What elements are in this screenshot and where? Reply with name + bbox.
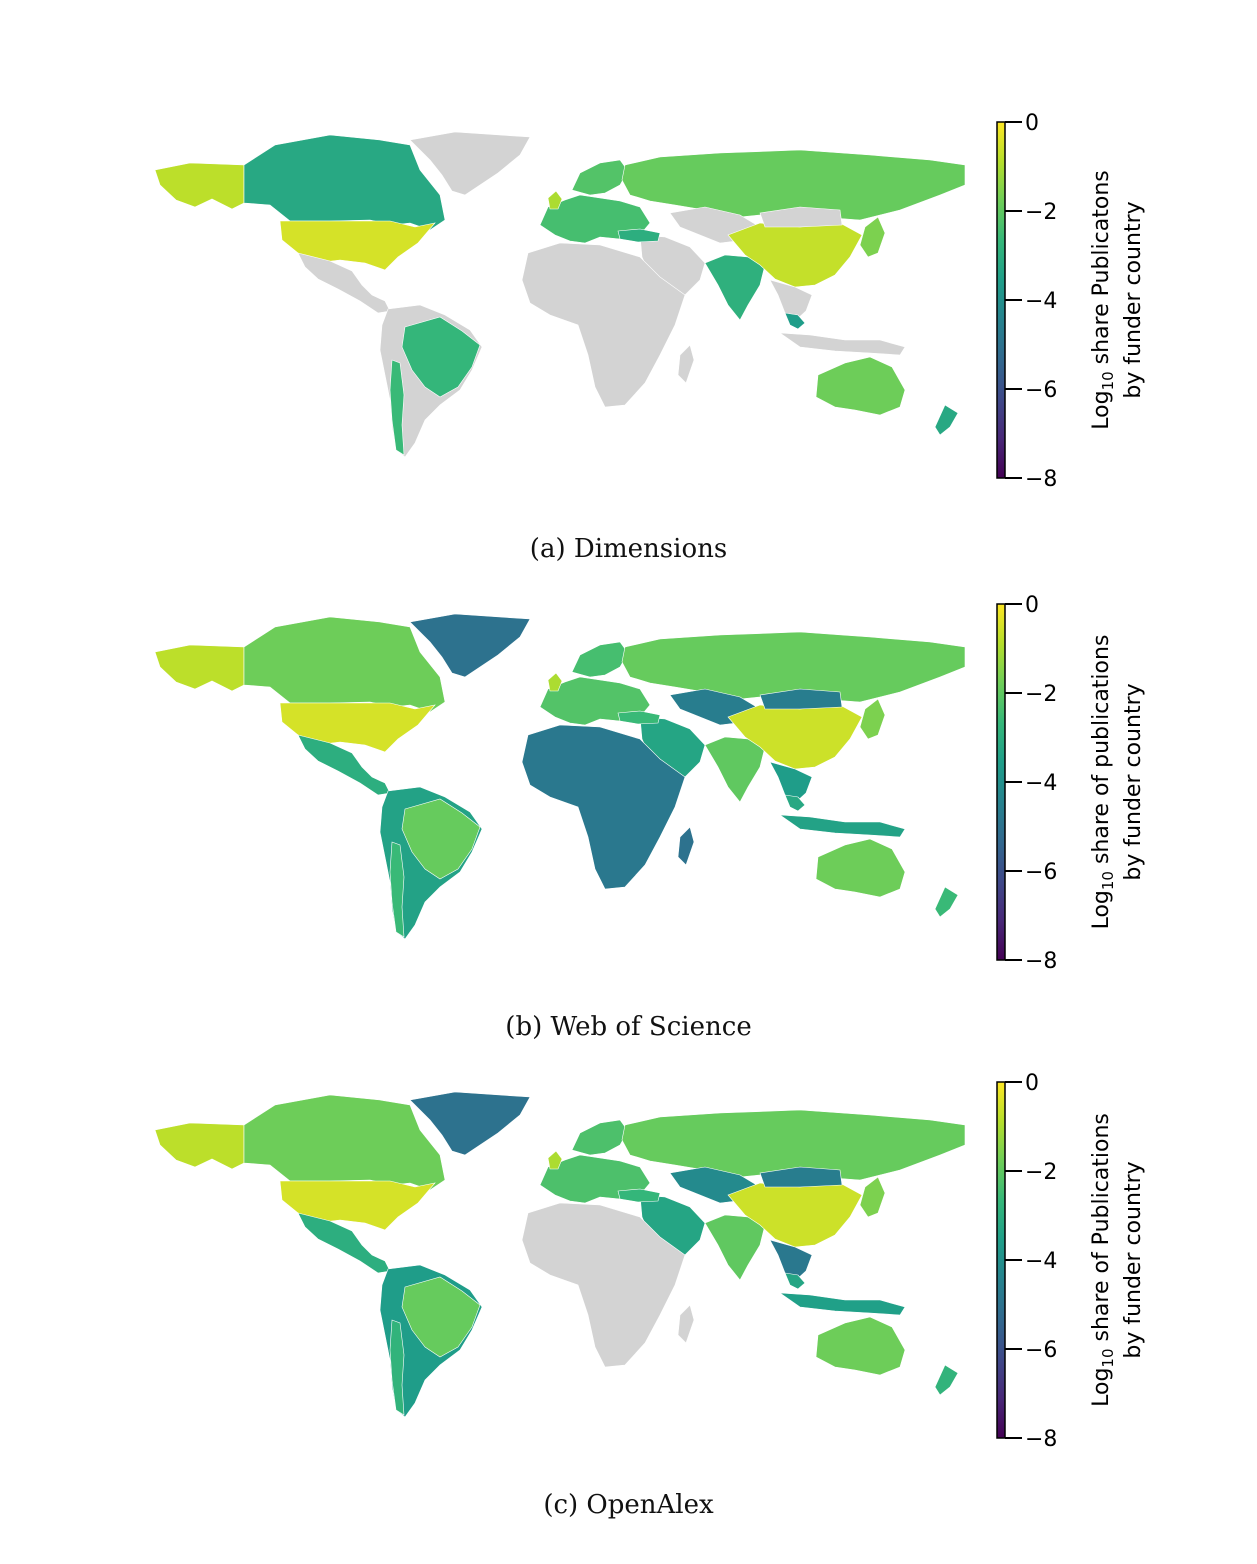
map-svg: 0 −2 −4 −6 −8 Log10 share of publications by f… xyxy=(154,593,1146,974)
region-scandinavia xyxy=(571,159,629,196)
region-indonesia xyxy=(778,1292,906,1316)
region-alaska xyxy=(154,1122,245,1170)
region-chile xyxy=(389,359,405,456)
colorbar-label: Log10 share of Publications by funder cou… xyxy=(1089,1113,1146,1407)
region-malaysia xyxy=(784,312,806,330)
region-greenland xyxy=(409,613,531,678)
region-se-asia xyxy=(769,279,813,322)
region-se-asia xyxy=(769,1239,813,1282)
region-russia xyxy=(621,631,966,703)
colorbar-label: Log10 share Publicatons by funder country xyxy=(1089,170,1146,429)
caption-dimensions: (a) Dimensions xyxy=(529,534,728,564)
region-indonesia xyxy=(778,814,906,838)
region-russia xyxy=(621,1109,966,1181)
region-mongolia xyxy=(759,1166,843,1188)
colorbar xyxy=(996,1081,1006,1439)
region-canada xyxy=(243,1094,446,1191)
region-greenland xyxy=(409,1091,531,1156)
colorbar-tick-label: −8 xyxy=(1025,949,1057,974)
region-africa xyxy=(521,242,686,408)
svg-text:Log10 share of publications: Log10 share of publications xyxy=(1089,635,1117,930)
region-canada xyxy=(243,616,446,713)
map-regions xyxy=(154,131,966,458)
region-india xyxy=(704,254,766,321)
svg-text:by funder country: by funder country xyxy=(1121,201,1146,398)
region-australia xyxy=(815,838,906,898)
colorbar-tick-label: 0 xyxy=(1025,593,1039,618)
region-india xyxy=(704,736,766,803)
region-madagascar xyxy=(677,826,695,866)
colorbar-tick-label: −2 xyxy=(1025,1160,1057,1185)
colorbar-tick-label: −4 xyxy=(1025,289,1057,314)
map-regions xyxy=(154,613,966,940)
map-svg: 0 −2 −4 −6 −8 Log10 share Publicatons by funde… xyxy=(154,111,1146,492)
region-uk xyxy=(547,190,563,210)
region-turkey xyxy=(617,228,661,243)
colorbar-tick-label: −6 xyxy=(1025,1338,1057,1363)
region-madagascar xyxy=(677,344,695,384)
region-scandinavia xyxy=(571,1119,629,1156)
region-turkey xyxy=(617,1188,661,1203)
region-africa xyxy=(521,1202,686,1368)
region-malaysia xyxy=(784,794,806,812)
region-alaska xyxy=(154,162,245,210)
colorbar-tick-label: 0 xyxy=(1025,1071,1039,1096)
colorbar-tick-label: −6 xyxy=(1025,378,1057,403)
colorbar-tick-label: −6 xyxy=(1025,860,1057,885)
region-mongolia xyxy=(759,206,843,228)
region-scandinavia xyxy=(571,641,629,678)
region-alaska xyxy=(154,644,245,692)
region-india xyxy=(704,1214,766,1281)
region-new-zealand xyxy=(934,886,959,918)
region-brazil xyxy=(401,798,481,880)
region-brazil xyxy=(401,316,481,398)
region-madagascar xyxy=(677,1304,695,1344)
region-indonesia xyxy=(778,332,906,356)
region-canada xyxy=(243,134,446,231)
colorbar-tick-label: −8 xyxy=(1025,1427,1057,1452)
caption-web-of-science: (b) Web of Science xyxy=(505,1012,752,1042)
colorbar xyxy=(996,121,1006,479)
region-japan xyxy=(859,216,886,258)
region-se-asia xyxy=(769,761,813,804)
svg-text:by funder country: by funder country xyxy=(1121,683,1146,880)
region-japan xyxy=(859,698,886,740)
colorbar-tick-label: −8 xyxy=(1025,467,1057,492)
caption-openalex: (c) OpenAlex xyxy=(543,1490,714,1520)
map-panel-openalex: 0 −2 −4 −6 −8 Log10 share of Publications by f… xyxy=(0,1070,1257,1470)
map-regions xyxy=(154,1091,966,1418)
colorbar xyxy=(996,603,1006,961)
region-japan xyxy=(859,1176,886,1218)
region-new-zealand xyxy=(934,1364,959,1396)
map-panel-web-of-science: 0 −2 −4 −6 −8 Log10 share of publications by f… xyxy=(0,592,1257,992)
colorbar-tick-label: −2 xyxy=(1025,200,1057,225)
colorbar-label: Log10 share of publications by funder cou… xyxy=(1089,635,1146,930)
region-uk xyxy=(547,1150,563,1170)
colorbar-tick-label: −2 xyxy=(1025,682,1057,707)
region-greenland xyxy=(409,131,531,196)
region-chile xyxy=(389,1319,405,1416)
region-chile xyxy=(389,841,405,938)
region-brazil xyxy=(401,1276,481,1358)
region-turkey xyxy=(617,710,661,725)
colorbar-tick-label: 0 xyxy=(1025,111,1039,136)
region-uk xyxy=(547,672,563,692)
region-new-zealand xyxy=(934,404,959,436)
region-australia xyxy=(815,1316,906,1376)
region-australia xyxy=(815,356,906,416)
svg-text:Log10 share Publicatons: Log10 share Publicatons xyxy=(1089,170,1117,429)
colorbar-tick-label: −4 xyxy=(1025,771,1057,796)
region-mongolia xyxy=(759,688,843,710)
region-africa xyxy=(521,724,686,890)
region-malaysia xyxy=(784,1272,806,1290)
map-panel-dimensions: 0 −2 −4 −6 −8 Log10 share Publicatons by funde… xyxy=(0,110,1257,510)
svg-text:Log10 share of Publications: Log10 share of Publications xyxy=(1089,1113,1117,1407)
region-russia xyxy=(621,149,966,221)
svg-text:by funder country: by funder country xyxy=(1121,1161,1146,1358)
colorbar-tick-label: −4 xyxy=(1025,1249,1057,1274)
map-svg: 0 −2 −4 −6 −8 Log10 share of Publications by f… xyxy=(154,1071,1146,1452)
